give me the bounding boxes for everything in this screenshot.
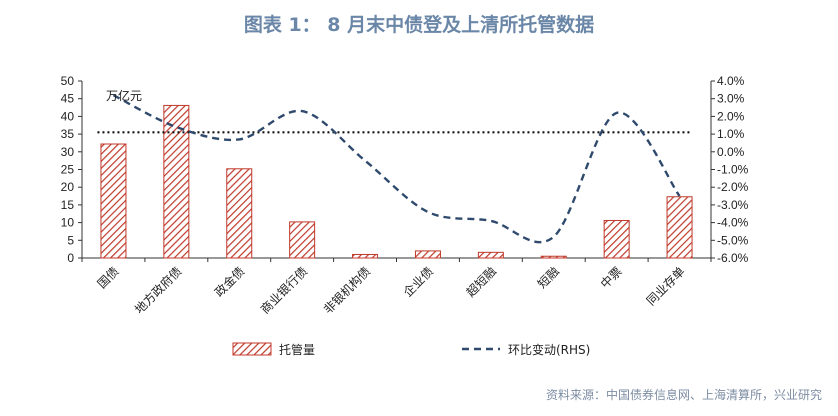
legend-line-label: 环比变动(RHS) [508,342,590,357]
bar-政金债 [226,168,253,259]
bar-series [100,104,693,259]
left-tick-label: 20 [61,180,75,194]
bar-同业存单 [666,196,693,259]
category-label: 商业银行债 [257,264,310,317]
bar-短融 [540,255,567,259]
bar-中票 [603,219,630,259]
right-tick-label: -5.0% [717,233,749,247]
bar-非银机构债 [352,253,379,259]
category-label: 超短融 [463,264,499,300]
left-tick-label: 35 [61,127,75,141]
source-note: 资料来源：中国债券信息网、上海清算所，兴业研究 [545,388,822,402]
category-label: 地方政府债 [131,264,184,317]
left-tick-label: 30 [61,145,75,159]
right-tick-label: -3.0% [717,198,749,212]
bar-商业银行债 [289,221,316,259]
category-label: 国债 [95,264,122,291]
line-series [112,94,681,244]
category-label: 中票 [597,264,625,292]
legend-bar-label: 托管量 [279,342,315,357]
bar-企业债 [414,250,441,259]
bar-地方政府债 [163,104,190,259]
left-tick-label: 45 [61,92,75,106]
left-tick-label: 10 [61,216,75,230]
chart-title: 图表 1： 8 月末中债登及上清所托管数据 [243,14,595,36]
right-tick-label: -1.0% [717,163,749,177]
category-label: 非银机构债 [320,264,373,317]
legend-bar-swatch [232,342,272,356]
category-label: 短融 [535,264,562,291]
bar-国债 [100,143,127,259]
category-label: 同业存单 [644,264,688,308]
line-series-path [112,94,681,244]
right-tick-label: 2.0% [717,109,745,123]
left-tick-label: 50 [61,74,75,88]
category-label: 企业债 [400,264,436,300]
right-tick-label: 4.0% [717,74,745,88]
unit-label: 万亿元 [106,88,142,103]
right-tick-label: 1.0% [717,127,745,141]
bar-超短融 [477,251,504,259]
right-tick-label: -6.0% [717,251,749,265]
left-tick-label: 40 [61,109,75,123]
left-tick-label: 15 [61,198,75,212]
right-tick-label: -2.0% [717,180,749,194]
right-tick-label: 3.0% [717,92,745,106]
left-tick-label: 25 [61,163,75,177]
category-label: 政金债 [211,264,247,300]
right-tick-label: 0.0% [717,145,745,159]
right-tick-label: -4.0% [717,216,749,230]
left-tick-label: 0 [67,251,74,265]
left-tick-label: 5 [67,233,74,247]
chart-legend: 托管量 环比变动(RHS) [232,342,590,357]
